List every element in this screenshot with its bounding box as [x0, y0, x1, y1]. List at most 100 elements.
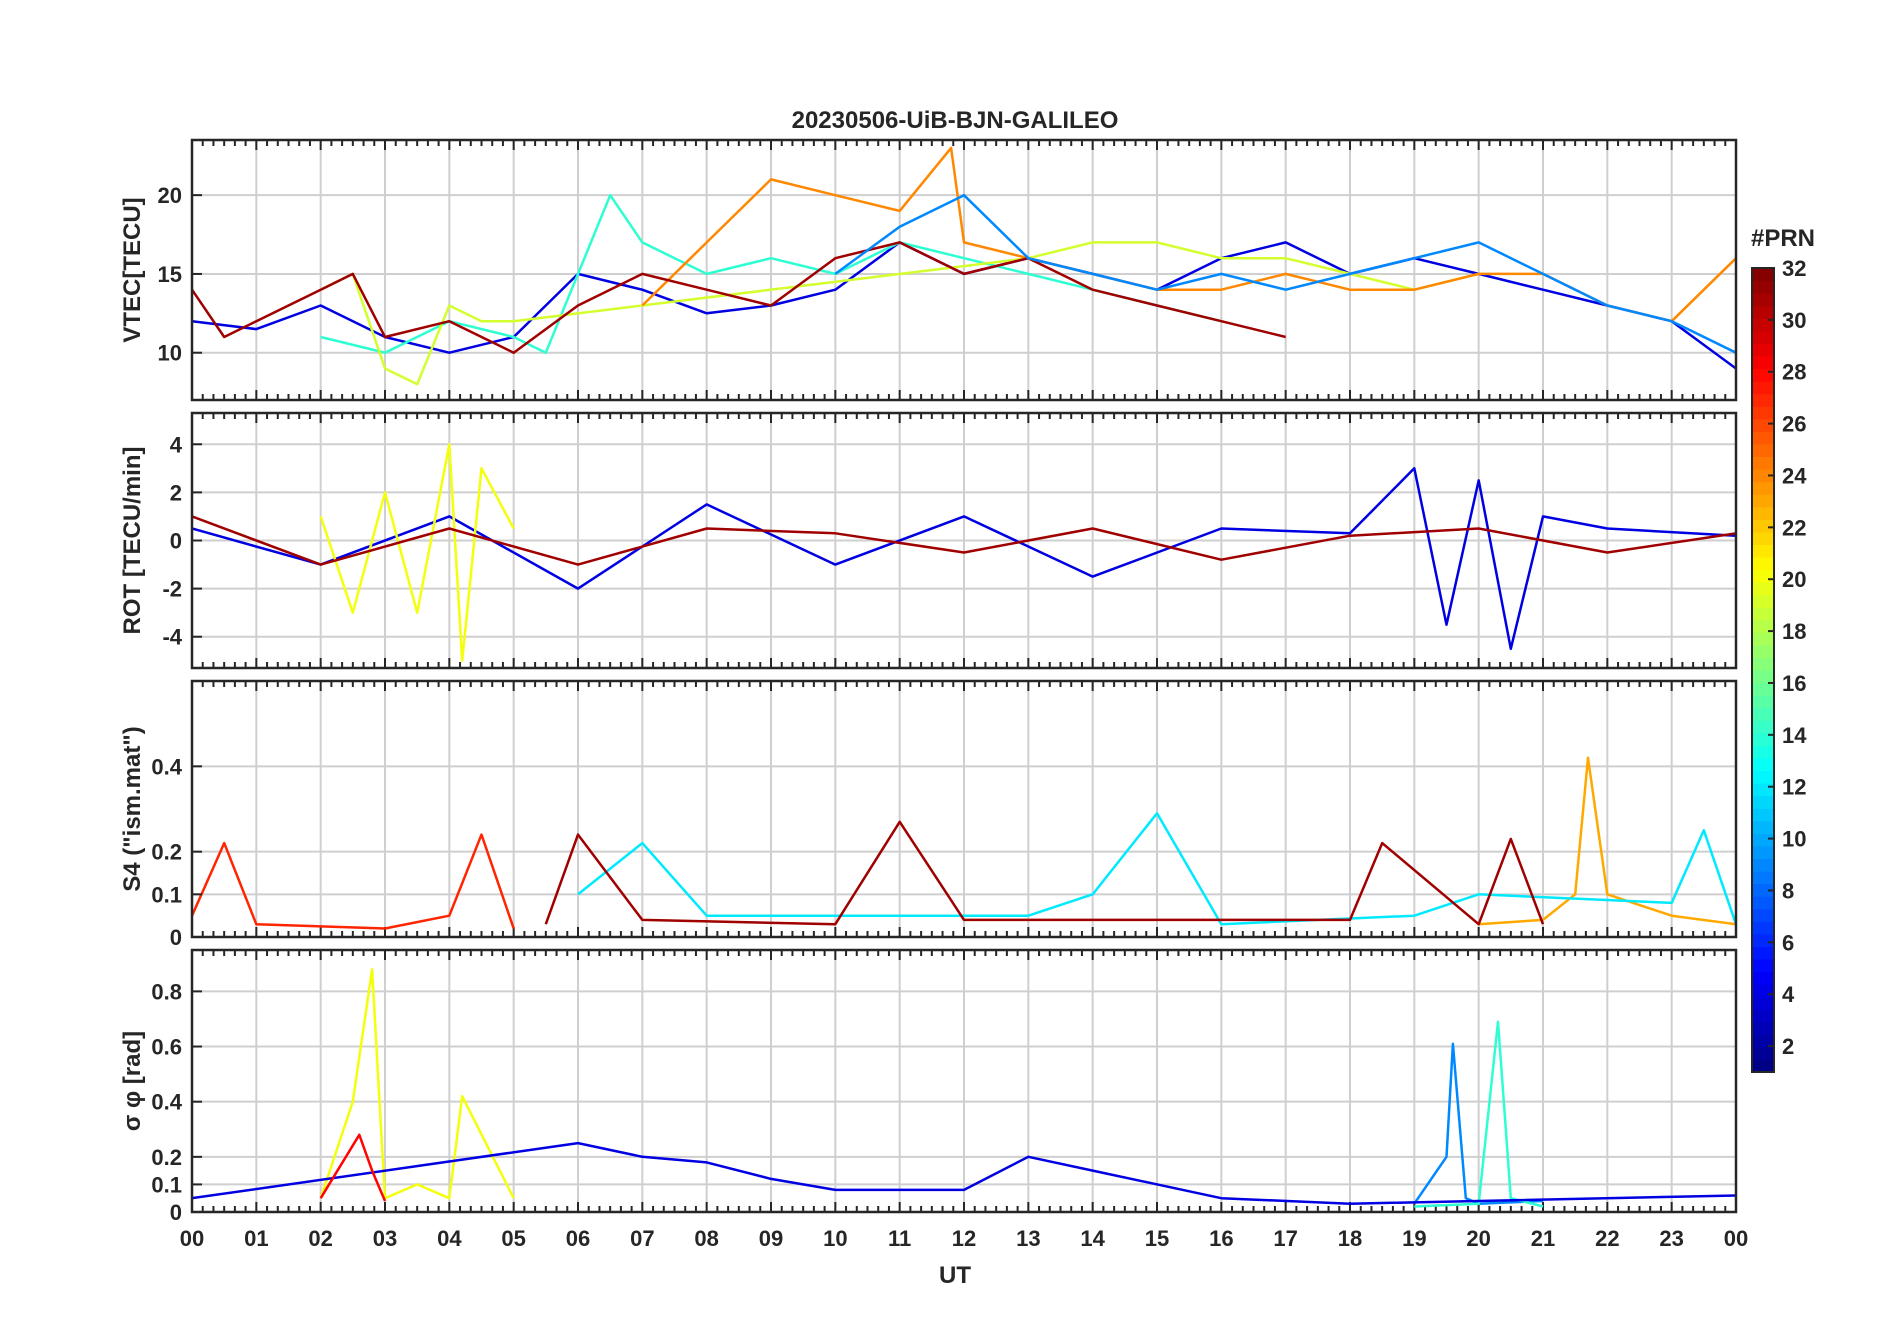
y-tick-label: 2: [170, 480, 182, 505]
y-tick-label: 0.2: [151, 840, 182, 865]
colorbar-step: [1752, 745, 1774, 759]
x-tick-label: 10: [823, 1226, 847, 1251]
colorbar-step: [1752, 556, 1774, 571]
colorbar-step: [1752, 1059, 1774, 1073]
x-tick-label: 14: [1080, 1226, 1105, 1251]
y-tick-label: 0.4: [151, 754, 182, 779]
y-axis-label: VTEC[TECU]: [119, 197, 146, 342]
x-tick-label: 08: [694, 1226, 718, 1251]
series-line-prn-20: [319, 443, 515, 663]
x-tick-label: 05: [501, 1226, 525, 1251]
x-tick-label: 12: [952, 1226, 976, 1251]
x-tick-label: 19: [1402, 1226, 1426, 1251]
series-line-prn-24: [641, 146, 1736, 323]
chart-title: 20230506-UiB-BJN-GALILEO: [792, 107, 1119, 134]
x-tick-label: 09: [759, 1226, 783, 1251]
x-tick-label: 00: [1724, 1226, 1748, 1251]
colorbar-step: [1752, 1009, 1774, 1023]
colorbar-step: [1752, 808, 1774, 822]
colorbar-step: [1752, 644, 1774, 659]
colorbar-step: [1752, 318, 1774, 332]
colorbar-step: [1752, 632, 1774, 646]
colorbar-tick-label: 14: [1782, 723, 1807, 748]
colorbar-step: [1752, 896, 1774, 910]
colorbar-step: [1752, 481, 1774, 495]
panel-1: 10 15 20 VTEC[TECU]: [119, 138, 1738, 402]
colorbar-step: [1752, 368, 1774, 382]
colorbar-step: [1752, 732, 1774, 746]
x-tick-label: 00: [180, 1226, 204, 1251]
colorbar-step: [1752, 355, 1774, 370]
colorbar-step: [1752, 343, 1774, 357]
colorbar-tick-label: 16: [1782, 671, 1806, 696]
colorbar-step: [1752, 670, 1774, 684]
colorbar-step: [1752, 820, 1774, 834]
y-tick-label: 0: [170, 1200, 182, 1225]
colorbar-tick-label: 4: [1782, 982, 1795, 1007]
colorbar-tick-label: 30: [1782, 308, 1806, 333]
colorbar-step: [1752, 443, 1774, 458]
series-line-prn-4: [192, 1141, 1736, 1205]
colorbar-step: [1752, 293, 1774, 307]
x-tick-label: 22: [1595, 1226, 1619, 1251]
y-tick-label: 0.1: [151, 1172, 182, 1197]
y-tick-label: 0.4: [151, 1090, 182, 1115]
series-line-prn-20: [319, 968, 515, 1200]
series-group: [192, 443, 1736, 663]
y-axis-label: ROT [TECU/min]: [119, 447, 146, 635]
colorbar-tick-label: 26: [1782, 412, 1806, 437]
colorbar-step: [1752, 418, 1774, 432]
colorbar-tick-label: 12: [1782, 775, 1806, 800]
series-line-prn-27: [192, 833, 515, 930]
colorbar-step: [1752, 506, 1774, 520]
x-tick-label: 01: [244, 1226, 268, 1251]
colorbar-step: [1752, 833, 1774, 847]
colorbar-step: [1752, 921, 1774, 935]
y-tick-label: 0.1: [151, 882, 182, 907]
x-axis-label: UT: [939, 1262, 971, 1289]
series-group: [192, 146, 1736, 386]
colorbar-step: [1752, 996, 1774, 1010]
colorbar-tick-label: 2: [1782, 1034, 1794, 1059]
colorbar-step: [1752, 770, 1774, 784]
colorbar-step: [1752, 1046, 1774, 1061]
y-tick-label: 10: [158, 341, 182, 366]
colorbar-tick-label: 24: [1782, 463, 1807, 488]
colorbar-tick-label: 32: [1782, 256, 1806, 281]
colorbar-step: [1752, 1034, 1774, 1048]
x-tick-label: 07: [630, 1226, 654, 1251]
colorbar-step: [1752, 456, 1774, 470]
colorbar-step: [1752, 431, 1774, 445]
colorbar-step: [1752, 908, 1774, 922]
x-tick-label: 02: [308, 1226, 332, 1251]
colorbar-step: [1752, 268, 1774, 282]
panel-frame: [190, 138, 1738, 402]
colorbar-step: [1752, 971, 1774, 985]
colorbar-step: [1752, 958, 1774, 973]
x-tick-label: 13: [1016, 1226, 1040, 1251]
y-tick-label: 0.6: [151, 1035, 182, 1060]
series-line-prn-12: [577, 812, 1736, 926]
colorbar-step: [1752, 569, 1774, 583]
colorbar-step: [1752, 946, 1774, 960]
colorbar-step: [1752, 469, 1774, 483]
colorbar-step: [1752, 519, 1774, 533]
y-tick-label: 20: [158, 183, 182, 208]
panel-3: 0 0.1 0.2 0.4S4 ("ism.mat"): [119, 679, 1738, 950]
y-tick-label: 0: [170, 529, 182, 554]
colorbar-step: [1752, 330, 1774, 344]
colorbar-tick-label: 6: [1782, 930, 1794, 955]
x-tick-label: 20: [1466, 1226, 1490, 1251]
x-tick-label: 04: [437, 1226, 462, 1251]
x-tick-label: 23: [1659, 1226, 1683, 1251]
y-axis-label: σ φ [rad]: [119, 1031, 146, 1131]
y-axis-label: S4 ("ism.mat"): [119, 726, 146, 891]
colorbar-step: [1752, 582, 1774, 596]
colorbar-tick-label: 18: [1782, 619, 1806, 644]
series-line-prn-14: [320, 193, 1222, 354]
colorbar-step: [1752, 682, 1774, 696]
colorbar-step: [1752, 381, 1774, 395]
